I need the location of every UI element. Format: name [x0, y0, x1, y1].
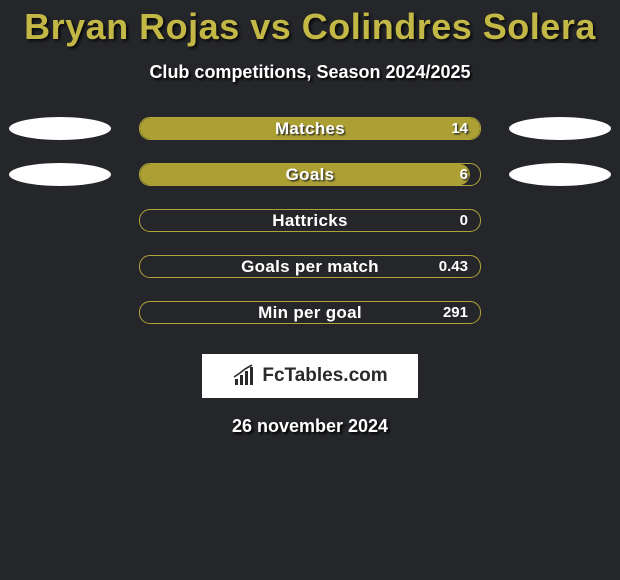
stat-row: Matches14 [0, 117, 620, 140]
stat-value: 291 [443, 302, 468, 323]
stat-bar: Goals6 [139, 163, 481, 186]
date-line: 26 november 2024 [0, 416, 620, 437]
player-right-ellipse [509, 117, 611, 140]
stat-row: Goals per match0.43 [0, 255, 620, 278]
stat-row: Min per goal291 [0, 301, 620, 324]
stat-value: 0 [460, 210, 468, 231]
player-right-ellipse [509, 163, 611, 186]
stat-bar: Hattricks0 [139, 209, 481, 232]
subtitle: Club competitions, Season 2024/2025 [0, 62, 620, 83]
comparison-infographic: Bryan Rojas vs Colindres Solera Club com… [0, 0, 620, 580]
stat-bar: Min per goal291 [139, 301, 481, 324]
stat-bar: Goals per match0.43 [139, 255, 481, 278]
stat-value: 6 [460, 164, 468, 185]
stat-label: Goals [140, 164, 480, 185]
stat-bar: Matches14 [139, 117, 481, 140]
stat-label: Goals per match [140, 256, 480, 277]
stat-row: Hattricks0 [0, 209, 620, 232]
stat-label: Matches [140, 118, 480, 139]
player-left-ellipse [9, 117, 111, 140]
stat-value: 0.43 [439, 256, 468, 277]
brand-badge: FcTables.com [202, 354, 418, 398]
player-left-ellipse [9, 163, 111, 186]
page-title: Bryan Rojas vs Colindres Solera [0, 6, 620, 48]
stat-label: Hattricks [140, 210, 480, 231]
chart-icon [232, 363, 258, 389]
stat-label: Min per goal [140, 302, 480, 323]
stat-value: 14 [451, 118, 468, 139]
stat-rows: Matches14 Goals6 Hattricks0 Goals per match… [0, 117, 620, 324]
stat-row: Goals6 [0, 163, 620, 186]
brand-text: FcTables.com [262, 365, 387, 387]
